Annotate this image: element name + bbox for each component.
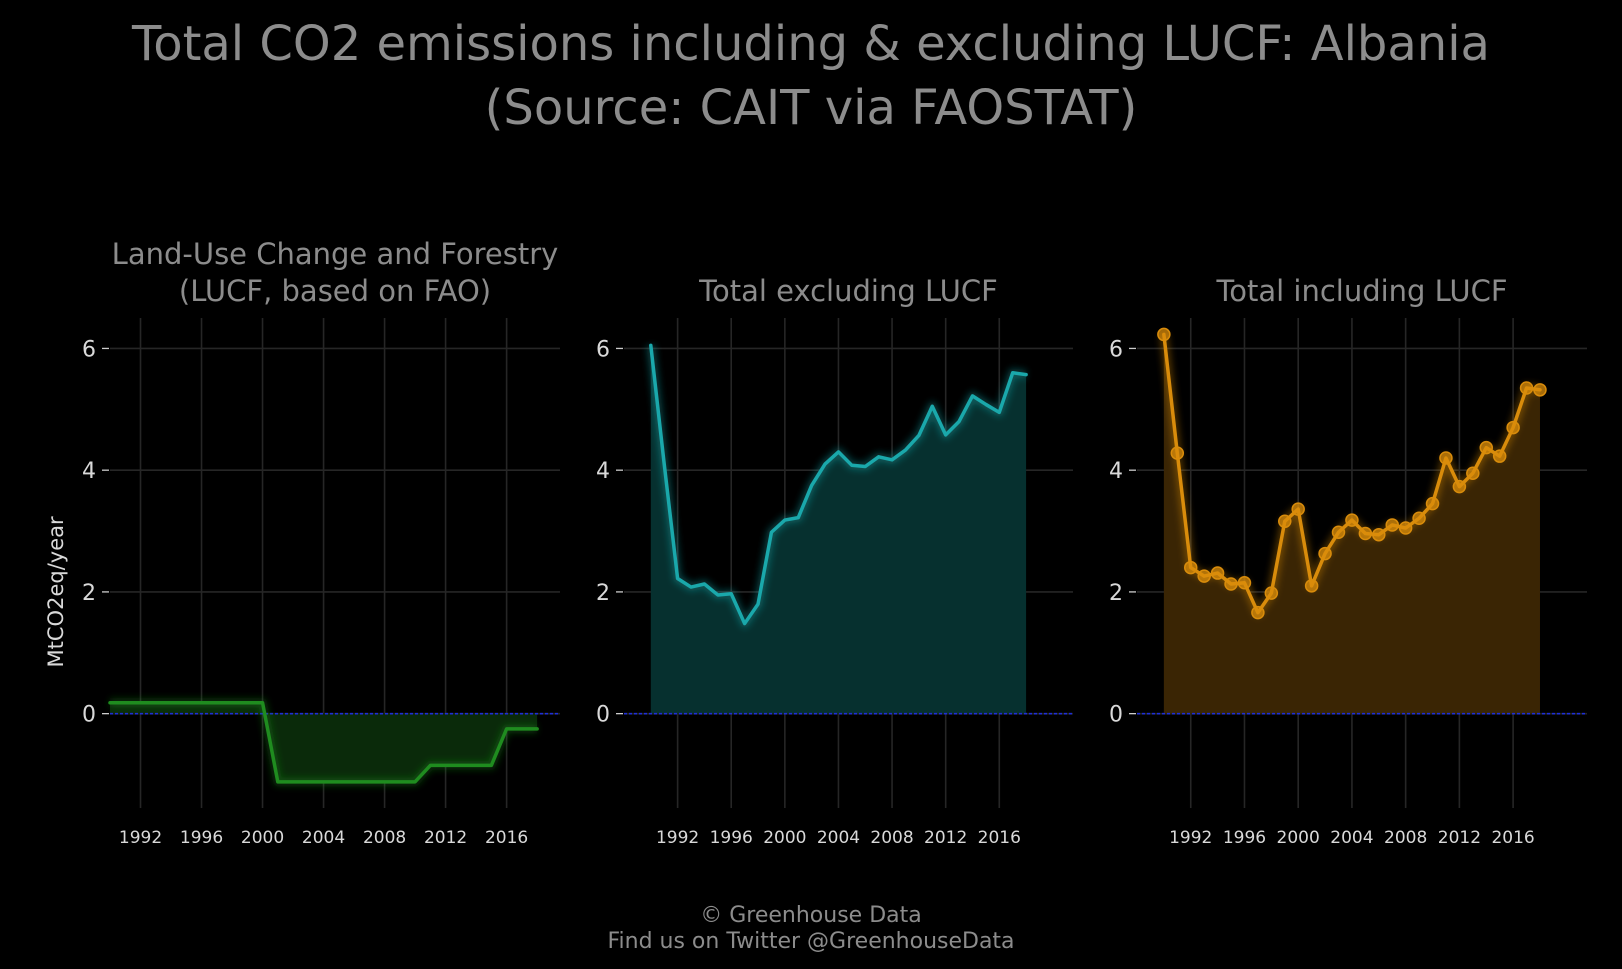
panel-1-xtick-label-2008: 2008 (363, 828, 406, 848)
panel-3-xtick-label-2008: 2008 (1384, 828, 1427, 848)
panel-2-xtick-label-2012: 2012 (924, 828, 967, 848)
panel-3-point-2006 (1372, 527, 1386, 542)
panel-3-ytick-label-2: 2 (1109, 581, 1123, 606)
panel-3-point-2018 (1533, 383, 1547, 397)
panel-3-xtick-label-2012: 2012 (1438, 828, 1481, 848)
panel-1-y-axis-label: MtCO2eq/year (44, 516, 68, 667)
panel-3-point-1994 (1210, 566, 1225, 580)
chart-title-line-2: (Source: CAIT via FAOSTAT) (485, 80, 1138, 136)
panel-3-xtick-label-2000: 2000 (1277, 828, 1320, 848)
panel-3-point-1998 (1264, 586, 1279, 600)
panel-1-title-line-1: Land-Use Change and Forestry (112, 237, 559, 271)
panel-1-ytick-label-0: 0 (82, 703, 96, 728)
panel-1-ytick-label-2: 2 (82, 581, 96, 606)
panel-1-xtick-label-2016: 2016 (485, 828, 528, 848)
panel-3-title: Total including LUCF (1215, 274, 1507, 308)
panel-3-point-2014 (1479, 440, 1494, 455)
panel-1-ytick-label-6: 6 (82, 337, 96, 362)
panel-3-point-1993 (1197, 569, 1211, 583)
panel-3-point-1997 (1251, 605, 1265, 620)
panel-1-area (110, 702, 538, 782)
panel-3-ytick-label-4: 4 (1109, 459, 1123, 484)
panel-1-xtick-label-1992: 1992 (119, 828, 162, 848)
panel-3-xtick-label-2016: 2016 (1491, 828, 1534, 848)
panel-3-point-2016 (1506, 420, 1520, 435)
panel-3-point-2003 (1331, 525, 1346, 540)
chart-panels: Land-Use Change and Forestry(LUCF, based… (44, 237, 1587, 848)
panel-3-point-2000 (1291, 502, 1305, 516)
panel-2-xtick-label-2004: 2004 (817, 828, 860, 848)
panel-1-series-line (108, 700, 539, 784)
panel-2-xtick-label-2000: 2000 (763, 828, 806, 848)
panel-1-xtick-label-1996: 1996 (180, 828, 223, 848)
panel-3: Total including LUCF 0 2 4 6 1992 1996 2000 2004… (1109, 274, 1587, 848)
panel-3-point-2010 (1425, 496, 1440, 511)
panel-3-point-2005 (1358, 526, 1373, 541)
caption-copyright: © Greenhouse Data (700, 903, 921, 928)
panel-2-ytick-label-2: 2 (596, 581, 610, 606)
panel-3-point-2009 (1412, 511, 1426, 526)
panel-2-xtick-label-1996: 1996 (710, 828, 753, 848)
panel-2-ytick-label-0: 0 (596, 703, 610, 728)
panel-1-title-line-2: (LUCF, based on FAO) (179, 274, 491, 308)
panel-2-xtick-label-2016: 2016 (978, 828, 1021, 848)
panel-1-ytick-label-4: 4 (82, 459, 96, 484)
panel-3-point-2001 (1304, 579, 1319, 593)
panel-3-xtick-label-1992: 1992 (1169, 828, 1212, 848)
panel-3-xtick-label-2004: 2004 (1330, 828, 1373, 848)
panel-3-xtick-label-1996: 1996 (1223, 828, 1266, 848)
panel-2: Total excluding LUCF 0 2 4 6 1992 1996 2000 2004… (596, 274, 1073, 848)
panel-1-xtick-label-2012: 2012 (424, 828, 467, 848)
panel-2-series-line (649, 343, 1028, 626)
panel-3-point-2008 (1398, 521, 1413, 535)
panel-3-point-1996 (1237, 576, 1252, 590)
panel-3-point-2017 (1519, 381, 1534, 395)
panel-3-point-2015 (1492, 449, 1507, 463)
panel-3-ytick-label-6: 6 (1109, 337, 1123, 362)
panel-2-xtick-label-1992: 1992 (656, 828, 699, 848)
panel-3-ytick-label-0: 0 (1109, 703, 1123, 728)
panel-3-point-1991 (1170, 446, 1185, 460)
panel-3-point-2012 (1452, 479, 1467, 494)
panel-3-point-2007 (1385, 518, 1399, 532)
panel-1-xtick-label-2000: 2000 (241, 828, 284, 848)
panel-3-point-1999 (1278, 514, 1292, 529)
panel-3-point-1995 (1224, 577, 1238, 591)
panel-3-point-2002 (1318, 546, 1332, 561)
panel-2-xtick-label-2008: 2008 (870, 828, 913, 848)
caption-twitter: Find us on Twitter @GreenhouseData (607, 929, 1014, 954)
panel-3-point-2004 (1345, 513, 1359, 527)
panel-3-point-1990 (1157, 327, 1171, 342)
chart-title-line-1: Total CO2 emissions including & excludin… (131, 16, 1490, 72)
panel-1: Land-Use Change and Forestry(LUCF, based… (44, 237, 560, 848)
panel-2-area (650, 345, 1027, 714)
panel-3-point-2011 (1439, 451, 1453, 465)
panel-2-ytick-label-6: 6 (596, 337, 610, 362)
panel-2-ytick-label-4: 4 (596, 459, 610, 484)
panel-2-title: Total excluding LUCF (698, 274, 998, 308)
panel-3-point-1992 (1183, 560, 1198, 575)
panel-1-xtick-label-2004: 2004 (302, 828, 345, 848)
panel-3-point-2013 (1466, 466, 1480, 480)
